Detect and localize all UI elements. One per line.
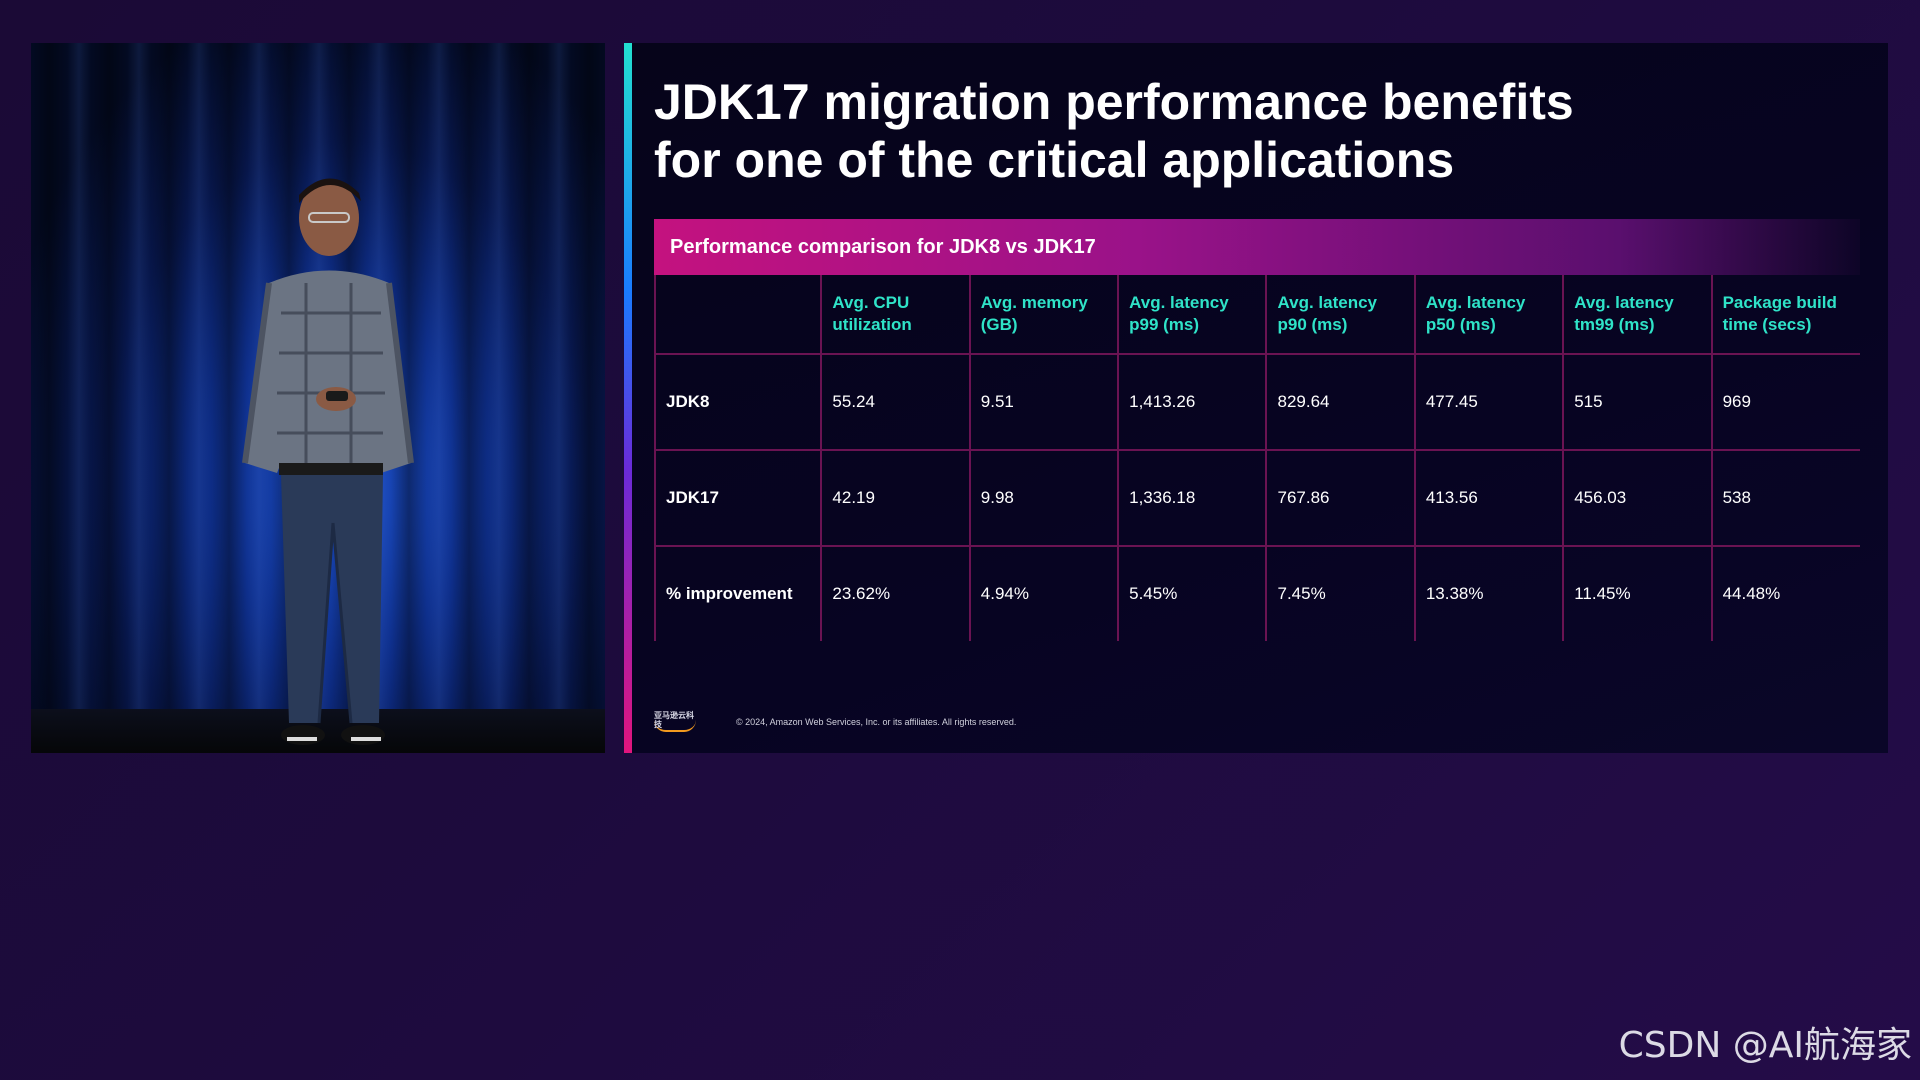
table-cell: 477.45 xyxy=(1414,354,1565,451)
table-cell: 9.98 xyxy=(969,450,1120,547)
table-cell: 4.94% xyxy=(969,546,1120,641)
table-cell: 5.45% xyxy=(1118,546,1268,641)
row-label: JDK8 xyxy=(653,354,823,451)
table-header-row: Avg. CPU utilization Avg. memory (GB) Avg.… xyxy=(653,275,1860,355)
column-header: Package build time (secs) xyxy=(1711,275,1860,355)
presentation-slide: JDK17 migration performance benefits for… xyxy=(624,43,1888,753)
slide-title-line1: JDK17 migration performance benefits xyxy=(654,74,1574,130)
table-cell: 969 xyxy=(1711,354,1860,451)
comparison-table: Avg. CPU utilization Avg. memory (GB) Avg.… xyxy=(653,275,1860,641)
table-cell: 55.24 xyxy=(821,354,971,451)
table-cell: 1,413.26 xyxy=(1118,354,1268,451)
column-header: Avg. memory (GB) xyxy=(969,275,1120,355)
row-label: % improvement xyxy=(653,546,823,641)
row-label: JDK17 xyxy=(653,450,823,547)
slide-footer: 亚马逊云科技 © 2024, Amazon Web Services, Inc.… xyxy=(654,711,1016,732)
column-header: Avg. latency p50 (ms) xyxy=(1414,275,1565,355)
table-cell: 1,336.18 xyxy=(1118,450,1268,547)
table-cell: 538 xyxy=(1711,450,1860,547)
column-header: Avg. CPU utilization xyxy=(821,275,971,355)
table-cell: 44.48% xyxy=(1722,584,1781,603)
copyright-text: © 2024, Amazon Web Services, Inc. or its… xyxy=(736,716,1017,727)
slide-title: JDK17 migration performance benefits for… xyxy=(654,73,1804,189)
table-cell: 11.45% xyxy=(1563,546,1713,641)
watermark: CSDN @AI航海家 xyxy=(1618,1025,1912,1066)
table-title: Performance comparison for JDK8 vs JDK17 xyxy=(654,219,1860,275)
column-header: Avg. latency p90 (ms) xyxy=(1266,275,1416,355)
table-cell: 515 xyxy=(1563,354,1713,451)
table-cell: 23.62% xyxy=(821,546,971,641)
table-row: JDK17 42.19 9.98 1,336.18 767.86 413.56 … xyxy=(653,450,1860,547)
aws-logo: 亚马逊云科技 xyxy=(654,711,696,732)
table-cell: 9.51 xyxy=(969,354,1120,451)
table-cell: 829.64 xyxy=(1266,354,1416,451)
speaker-video xyxy=(31,43,605,753)
table-row: JDK8 55.24 9.51 1,413.26 829.64 477.45 5… xyxy=(653,354,1860,451)
header-empty-cell xyxy=(653,275,823,355)
column-header: Avg. latency p99 (ms) xyxy=(1118,275,1268,355)
column-header: Avg. latency tm99 (ms) xyxy=(1563,275,1713,355)
table-cell: 13.38% xyxy=(1414,546,1565,641)
table-row: % improvement 23.62% 4.94% 5.45% 7.45% 1… xyxy=(653,546,1860,641)
table-cell: 7.45% xyxy=(1266,546,1416,641)
slide-accent-bar xyxy=(624,43,632,753)
table-cell: 42.19 xyxy=(821,450,971,547)
speaker-silhouette xyxy=(242,178,414,745)
speaker-figure xyxy=(211,163,471,753)
performance-table: Performance comparison for JDK8 vs JDK17… xyxy=(653,219,1860,641)
table-cell: 767.86 xyxy=(1266,450,1416,547)
table-cell: 456.03 xyxy=(1563,450,1713,547)
table-cell: 413.56 xyxy=(1414,450,1565,547)
slide-title-line2: for one of the critical applications xyxy=(654,132,1455,188)
